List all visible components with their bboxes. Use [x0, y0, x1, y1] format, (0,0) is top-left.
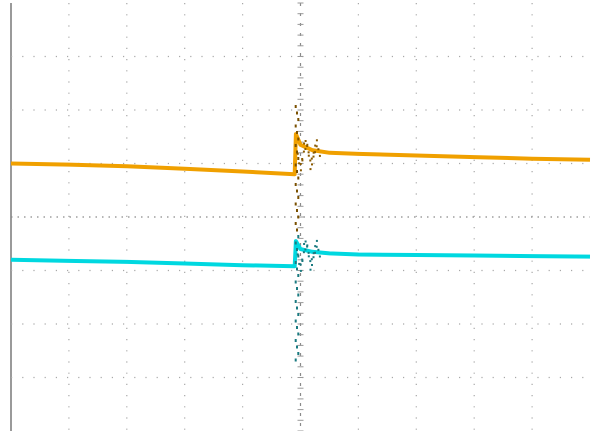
trigger-spike-point: [296, 306, 298, 310]
trigger-spike-point: [294, 144, 297, 147]
trace-1-noise-point: [302, 150, 305, 153]
trace-2-noise-point: [312, 256, 315, 259]
trigger-spike-point: [294, 222, 297, 225]
trigger-spike-point: [296, 248, 298, 251]
trigger-spike-point: [297, 332, 300, 336]
trigger-spike-point: [296, 287, 298, 290]
trace-2-noise-point: [311, 264, 313, 266]
trace-2-noise-point: [298, 262, 301, 265]
trace-1-noise-point: [317, 148, 320, 151]
trigger-spike-point: [297, 293, 300, 297]
trace-2-noise-point: [314, 245, 317, 248]
trigger-spike-point: [294, 202, 297, 206]
trace-2-noise-point: [309, 260, 312, 263]
trigger-spike-point: [297, 313, 300, 316]
trace-2-noise-point: [304, 248, 307, 251]
trace-1-noise-point: [307, 154, 310, 157]
trigger-spike-point: [297, 196, 300, 199]
trigger-spike-point: [296, 170, 298, 173]
trigger-spike-point: [297, 137, 300, 141]
trace-1-noise-point: [314, 144, 317, 147]
trace-1-noise-point: [304, 140, 307, 142]
trigger-spike-point: [297, 352, 300, 355]
trace-2-noise-point: [299, 263, 302, 266]
trace-2-noise-point: [310, 258, 313, 261]
trace-2-noise-point: [307, 255, 310, 258]
trace-1-noise-point: [307, 151, 310, 154]
trace-1-noise-point: [312, 151, 315, 154]
trace-2-noise-point: [307, 251, 310, 254]
trace-2-noise-point: [301, 260, 304, 262]
trigger-spike-point: [297, 118, 300, 121]
trace-1-noise-point: [301, 158, 304, 160]
trigger-spike-point: [294, 319, 297, 323]
trace-1-noise-point: [312, 155, 315, 158]
trigger-spike-point: [297, 176, 300, 180]
trace-2-noise-point: [317, 248, 320, 251]
trigger-spike-point: [296, 131, 298, 134]
trigger-spike-point: [297, 274, 300, 277]
trace-2: [10, 239, 591, 269]
trace-2-noise-point: [299, 269, 302, 272]
trace-1-noise-point: [303, 142, 306, 145]
trigger-spike-point: [297, 254, 300, 258]
trace-1-noise-point: [311, 163, 313, 166]
trace-2-noise-point: [306, 245, 309, 248]
trace-1-noise-point: [315, 145, 318, 148]
trace-1-noise-point: [304, 148, 307, 150]
trace-1-noise-point: [299, 169, 302, 172]
trigger-spike-point: [294, 358, 297, 362]
trace-1-noise-point: [306, 145, 309, 147]
trigger-spike-point: [294, 241, 297, 245]
trigger-spike-point: [297, 235, 300, 238]
trace-1-noise-point: [309, 168, 312, 171]
trace-1-noise-point: [296, 152, 299, 155]
trace-2-noise-point: [302, 251, 305, 254]
traces: [10, 105, 591, 362]
trace-2-noise-point: [315, 245, 318, 248]
trace-2-noise-point: [318, 255, 321, 258]
trigger-spike-point: [296, 209, 298, 212]
trace-1-noise-point: [310, 157, 313, 160]
trace-2-noise-point: [304, 240, 307, 243]
trace-2-noise-point: [314, 251, 316, 254]
trigger-spike-point: [294, 261, 297, 264]
trace-1-noise-point: [298, 162, 301, 165]
trace-2-noise-point: [306, 244, 309, 247]
trace-1-noise-point: [309, 159, 312, 162]
graticule: [10, 2, 590, 431]
trace-1-noise-point: [306, 143, 309, 146]
trigger-spike-point: [296, 150, 298, 154]
trigger-spike-point: [294, 300, 297, 303]
trigger-spike-point: [296, 267, 298, 271]
trace-2-noise-point: [312, 252, 315, 255]
trace-1-noise-point: [301, 159, 304, 162]
trigger-spike-point: [294, 183, 297, 186]
trigger-spike-point: [296, 228, 298, 232]
trigger-spike-point: [296, 326, 298, 329]
trace-1-noise-point: [314, 151, 316, 154]
trigger-spike-point: [294, 124, 297, 128]
trigger-spike-point: [296, 111, 298, 115]
trace-1-noise-point: [299, 163, 302, 165]
trigger-spike-point: [294, 339, 297, 342]
trace-2-noise-point: [296, 253, 299, 256]
trigger-spike-point: [297, 157, 300, 160]
trace-2-noise-point: [303, 243, 306, 245]
trace-1-noise-point: [318, 154, 321, 157]
trace-2-noise-point: [309, 268, 312, 271]
trace-2-noise-point: [315, 239, 318, 242]
trace-1: [10, 132, 591, 177]
trigger-spike-point: [294, 163, 297, 167]
trigger-spike-point: [296, 345, 298, 349]
trigger-spike-point: [297, 215, 300, 219]
trace-1-noise-point: [315, 139, 318, 142]
trigger-spike-point: [294, 105, 297, 108]
trigger-spike-point: [296, 189, 298, 193]
trigger-spike-point: [294, 280, 297, 284]
trace-2-noise-point: [301, 258, 304, 261]
